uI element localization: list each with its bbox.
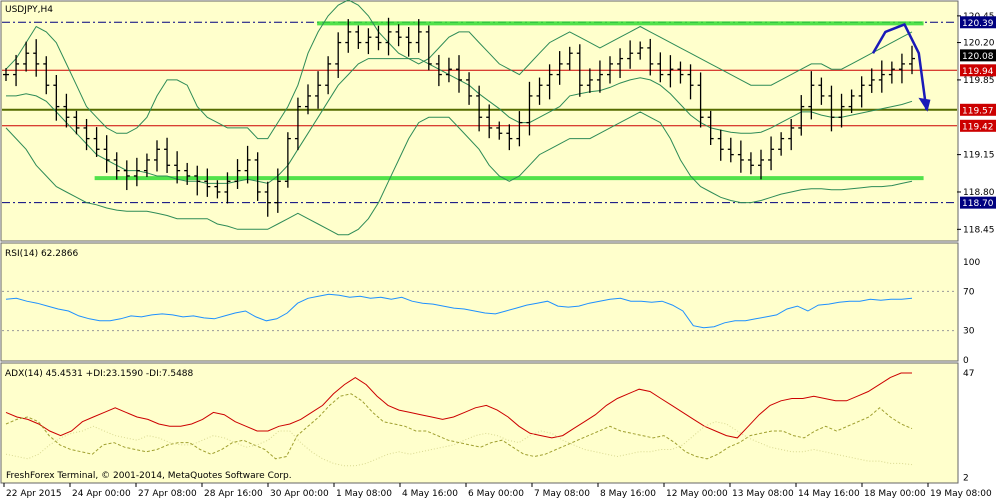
time-tick-label: 4 May 16:00 [402,489,458,499]
footer-copyright: FreshForex Terminal, © 2001-2014, MetaQu… [6,471,292,481]
time-tick-label: 28 Apr 16:00 [204,489,263,499]
time-tick-label: 14 May 16:00 [798,489,860,499]
price-label-box [960,103,996,116]
adx-line-adx [5,372,912,439]
price-tick-label: 119.85 [963,76,995,86]
time-tick-label: 1 May 08:00 [336,489,392,499]
time-tick-label: 6 May 00:00 [468,489,524,499]
time-tick-label: 19 May 08:00 [930,489,992,499]
price-label-text: 119.57 [962,106,994,116]
rsi-tick-label: 30 [963,327,975,337]
time-tick-label: 22 Apr 2015 [6,489,62,499]
rsi-tick-label: 70 [963,287,975,297]
price-tick-label: 118.45 [963,225,995,235]
time-tick-label: 13 May 08:00 [732,489,794,499]
price-label-box [960,64,996,77]
price-panel-title: USDJPY,H4 [5,5,53,15]
price-scale: 120.45120.20119.85119.15118.80118.45120.… [957,12,996,483]
price-plot [2,0,957,236]
price-tick-label: 120.20 [963,39,995,49]
price-label-box [960,196,996,209]
adx-tick-label: 47 [963,369,974,379]
price-label-text: 118.70 [962,199,994,209]
rsi-panel [0,242,959,362]
time-tick-label: 30 Apr 00:00 [270,489,329,499]
price-label-text: 120.08 [962,52,994,62]
time-tick-label: 8 May 16:00 [600,489,656,499]
rsi-line [5,293,913,329]
adx-panel [0,362,959,484]
bb-lower-line [5,111,913,236]
forecast-arrowhead [918,97,931,112]
price-label-box [960,16,996,29]
adx-panel-title: ADX(14) 45.4531 +DI:23.1590 -DI:7.5488 [5,369,194,379]
rsi-panel-title: RSI(14) 62.2866 [5,249,78,259]
bb-upper-line [5,0,913,140]
price-tick-label: 119.15 [963,151,995,161]
forecast-path [871,23,928,110]
rsi-tick-label: 100 [963,258,980,268]
rsi-tick-label: 0 [963,356,969,366]
price-tick-label: 118.80 [963,188,995,198]
time-axis: 22 Apr 2015 24 Apr 00:00 27 Apr 08:00 28 Ap… [3,483,992,499]
time-tick-label: 12 May 00:00 [666,489,728,499]
rsi-plot [2,290,957,332]
price-label-text: 119.42 [962,122,994,132]
adx-plot [5,372,913,467]
price-label-text: 119.94 [962,67,994,77]
price-label-box [960,119,996,132]
time-tick-label: 7 May 08:00 [534,489,590,499]
adx-tick-label: 2 [963,473,969,483]
price-label-box [960,49,996,62]
time-tick-label: 24 Apr 00:00 [72,489,131,499]
price-label-text: 120.39 [962,19,994,29]
time-tick-label: 18 May 00:00 [864,489,926,499]
adx-line-di [5,393,913,460]
time-tick-label: 27 Apr 08:00 [138,489,197,499]
